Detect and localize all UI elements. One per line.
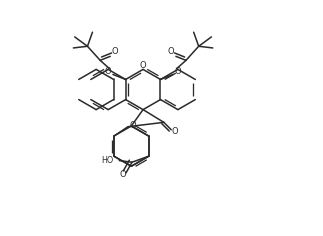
Text: O: O [105, 67, 111, 76]
Text: O: O [172, 127, 179, 136]
Text: O: O [112, 47, 119, 56]
Text: HO: HO [102, 156, 114, 165]
Text: O: O [129, 121, 136, 130]
Text: O: O [168, 47, 174, 56]
Text: O: O [119, 170, 126, 179]
Text: O: O [140, 61, 146, 70]
Text: O: O [175, 67, 181, 76]
